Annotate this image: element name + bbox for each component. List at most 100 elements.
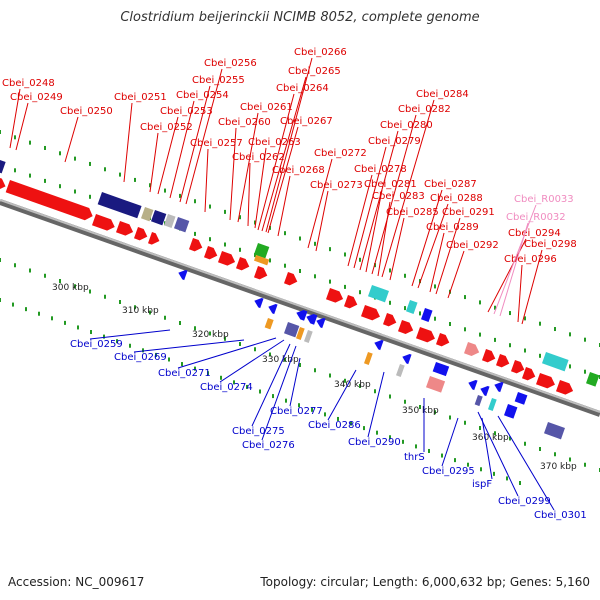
tick-mark — [454, 458, 456, 463]
leader-line-cbei-0268 — [277, 175, 291, 237]
tick-mark — [449, 415, 451, 420]
cds-arrow — [481, 349, 496, 363]
leader-line-cbei-0252 — [149, 132, 159, 193]
cds-arrow — [325, 288, 344, 303]
leader-line-cbei-0265 — [261, 76, 307, 232]
leader-line-cbei-0271 — [177, 337, 277, 369]
gene-label-cbei-0273: Cbei_0273 — [310, 180, 363, 191]
tick-mark — [415, 444, 417, 449]
tick-mark — [467, 462, 469, 467]
gene-label-cbei-0289: Cbei_0289 — [426, 222, 479, 233]
tick-mark — [224, 336, 226, 341]
cds-block — [295, 326, 305, 340]
cds-block — [303, 329, 313, 343]
cds-arrow — [382, 313, 397, 327]
tick-mark — [284, 263, 286, 268]
gene-label-cbei-0267: Cbei_0267 — [280, 116, 333, 127]
tick-mark — [103, 334, 105, 339]
tick-mark — [134, 305, 136, 310]
tick-mark — [164, 188, 166, 193]
tick-mark — [194, 199, 196, 204]
leader-line-cbei-0253 — [157, 116, 179, 195]
cds-block — [543, 422, 565, 440]
tick-mark — [314, 241, 316, 246]
leader-line-cbei-0296 — [517, 264, 523, 323]
tick-mark — [404, 273, 406, 278]
leader-line-cbei-0263 — [254, 147, 267, 229]
tick-mark — [359, 290, 361, 295]
cds-arrow — [188, 238, 203, 252]
tick-mark — [344, 284, 346, 289]
gene-label-cbei-0254: Cbei_0254 — [176, 90, 229, 101]
tick-mark — [181, 362, 183, 367]
tick-mark — [299, 363, 301, 367]
tick-mark — [168, 357, 170, 362]
tick-mark — [89, 289, 91, 294]
tick-mark — [89, 194, 91, 199]
map-title: Clostridium beijerinckii NCIMB 8052, com… — [120, 10, 480, 25]
tick-mark — [464, 420, 466, 425]
leader-line-cbei-0249 — [15, 102, 29, 151]
tick-mark — [569, 457, 571, 462]
leader-line-cbei-0289 — [429, 232, 445, 293]
tick-mark — [428, 448, 430, 453]
tick-mark — [337, 416, 339, 421]
leader-line-cbei-0254 — [169, 100, 195, 199]
leader-line-cbei-0283 — [377, 201, 391, 277]
gene-label-cbei-0268: Cbei_0268 — [272, 165, 325, 176]
leader-line-cbei-0272 — [307, 158, 333, 249]
tick-mark — [38, 311, 40, 316]
gene-label-cbei-0251: Cbei_0251 — [114, 92, 167, 103]
cds-block — [0, 160, 6, 174]
gene-label-cbei-0281: Cbei_0281 — [364, 179, 417, 190]
scale-label-370-kbp: 370 kbp — [540, 462, 577, 472]
tick-mark — [329, 373, 331, 378]
scale-label-330-kbp: 330 kbp — [262, 355, 299, 365]
tick-mark — [376, 430, 378, 435]
cds-arrow — [254, 298, 264, 309]
leader-line-cbei-0250 — [64, 116, 79, 163]
tick-mark — [389, 435, 391, 440]
gene-label-cbei-0279: Cbei_0279 — [368, 136, 421, 147]
cds-block — [253, 255, 270, 266]
leader-line-cbei-r0033 — [493, 204, 537, 315]
tick-mark — [299, 269, 301, 273]
tick-mark — [479, 332, 481, 337]
tick-mark — [194, 366, 196, 371]
leader-line-cbei-0256 — [185, 68, 223, 205]
cds-arrow — [203, 246, 218, 260]
tick-mark — [329, 279, 331, 284]
tick-mark — [44, 273, 46, 278]
tick-mark — [194, 326, 196, 331]
tick-mark — [149, 310, 151, 315]
gene-label-cbei-0294: Cbei_0294 — [508, 228, 561, 239]
leader-line-cbei-0277 — [289, 357, 301, 407]
cds-arrow — [374, 340, 384, 351]
gene-label-cbei-0301: Cbei_0301 — [534, 510, 587, 521]
tick-mark — [284, 357, 286, 362]
tick-mark — [119, 300, 121, 304]
tick-mark — [239, 342, 241, 346]
cds-block — [487, 397, 497, 411]
tick-mark — [59, 279, 61, 283]
gene-label-cbei-0296: Cbei_0296 — [504, 254, 557, 265]
cds-arrow — [495, 354, 510, 368]
leader-line-cbei-0266 — [265, 57, 313, 233]
accession-text: Accession: NC_009617 — [8, 575, 145, 589]
tick-mark — [314, 368, 316, 373]
tick-mark — [233, 380, 235, 385]
tick-mark — [434, 284, 436, 289]
gene-label-cbei-0283: Cbei_0283 — [372, 191, 425, 202]
gene-label-cbei-0286: Cbei_0286 — [308, 420, 361, 431]
tick-mark — [374, 389, 376, 394]
cds-block — [173, 217, 190, 233]
tick-mark — [134, 177, 136, 182]
gene-label-cbei-0282: Cbei_0282 — [398, 104, 451, 115]
cds-arrow — [397, 320, 414, 334]
tick-mark — [419, 405, 421, 409]
tick-mark — [494, 305, 496, 310]
leader-line-cbei-0264 — [257, 93, 295, 231]
tick-mark — [554, 327, 556, 332]
tick-mark — [89, 161, 91, 166]
